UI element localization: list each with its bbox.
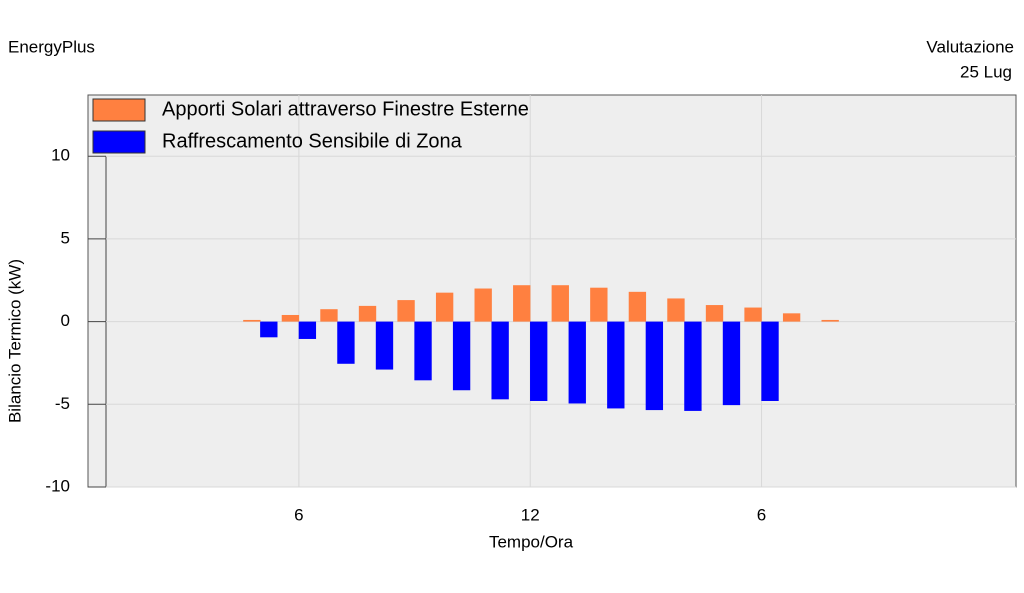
bar	[628, 291, 647, 322]
bar	[414, 321, 432, 381]
header-line: 25 Lug	[960, 62, 1012, 81]
bar	[260, 321, 278, 338]
bar	[607, 321, 625, 409]
y-tick-label: -5	[55, 394, 70, 413]
bar	[551, 285, 569, 322]
y-tick-label: 0	[61, 311, 70, 330]
bar	[782, 313, 801, 322]
y-axis-label: Bilancio Termico (kW)	[5, 259, 24, 423]
bar	[568, 321, 586, 404]
bar	[474, 288, 492, 322]
bar	[684, 321, 702, 411]
bar	[667, 298, 685, 322]
bar	[513, 285, 531, 322]
bar	[298, 321, 317, 339]
y-tick-label: 10	[51, 146, 70, 165]
x-tick-label: 12	[521, 505, 540, 524]
bar	[243, 319, 261, 322]
bar	[358, 305, 377, 322]
y-tick-label: 5	[61, 228, 70, 247]
legend-swatch	[92, 98, 146, 122]
bar	[320, 309, 338, 322]
bar	[337, 321, 355, 364]
legend-label: Raffrescamento Sensibile di Zona	[162, 130, 463, 152]
bar	[281, 314, 300, 322]
bar	[761, 321, 779, 401]
bar	[705, 305, 724, 322]
bar	[590, 287, 608, 322]
bar	[435, 292, 454, 322]
bar	[821, 319, 839, 322]
header-line: Valutazione	[926, 37, 1014, 56]
x-axis-label: Tempo/Ora	[489, 532, 574, 551]
legend-label: Apporti Solari attraverso Finestre Ester…	[162, 98, 529, 120]
bar	[375, 321, 394, 370]
bar	[452, 321, 471, 391]
x-tick-label: 6	[294, 505, 303, 524]
y-tick-label: -10	[45, 476, 70, 495]
bar	[397, 300, 415, 322]
bar	[491, 321, 509, 400]
x-tick-label: 6	[757, 505, 766, 524]
bar	[530, 321, 548, 401]
legend-swatch	[92, 130, 146, 154]
bar	[744, 307, 762, 322]
bar	[722, 321, 741, 406]
source-label: EnergyPlus	[8, 37, 95, 56]
bar	[645, 321, 664, 411]
